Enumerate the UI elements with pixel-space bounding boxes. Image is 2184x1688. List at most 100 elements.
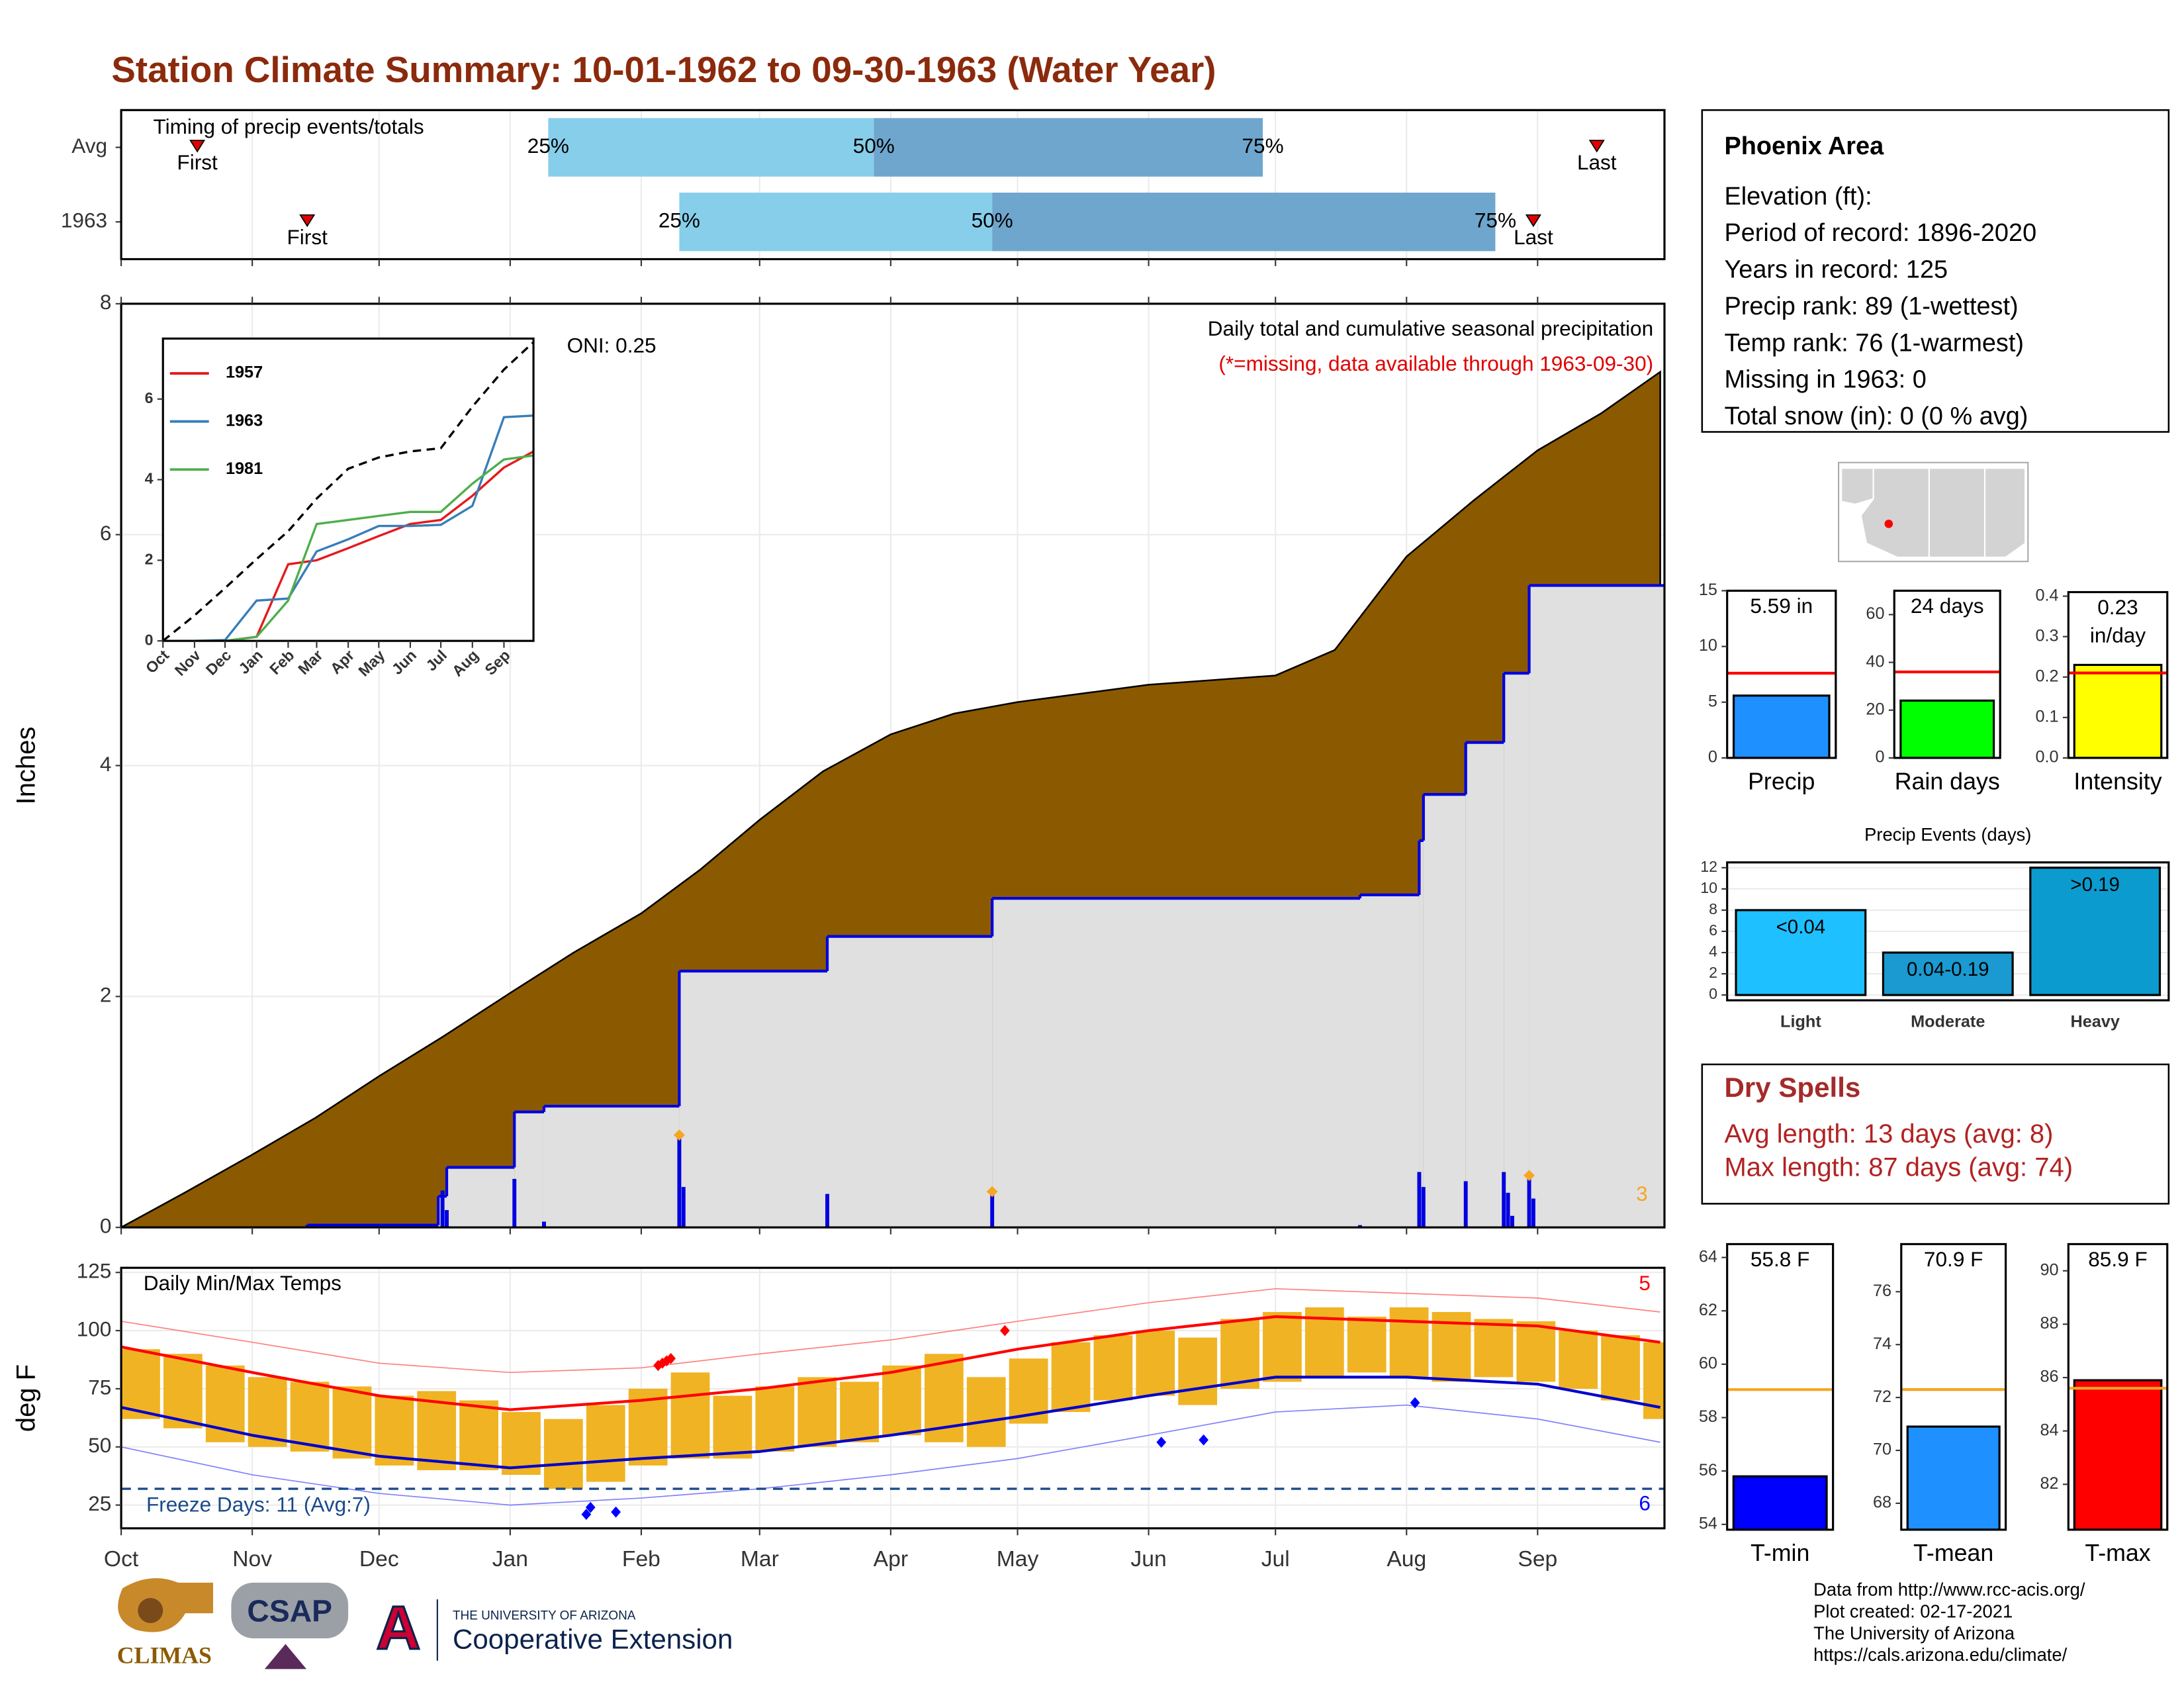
dry-spells-line: Avg length: 13 days (avg: 8) (1724, 1119, 2053, 1149)
climas-logo-dot (138, 1598, 163, 1623)
quartile-label: 75% (1475, 209, 1516, 232)
daily-range-bar (797, 1377, 837, 1447)
daily-range-bar (502, 1412, 541, 1475)
daily-bar (990, 1192, 995, 1228)
y-tick-label: 0 (145, 631, 154, 648)
x-tick-label: Heavy (2070, 1012, 2119, 1031)
record-count: 6 (1639, 1491, 1651, 1515)
y-tick-label: 0 (1709, 985, 1717, 1002)
chart-note: (*=missing, data available through 1963-… (1218, 352, 1653, 375)
plot-frame (2067, 590, 2169, 759)
plot-frame (120, 109, 1666, 261)
daily-bar (1527, 1175, 1531, 1228)
bar (1732, 694, 1831, 758)
series-line (163, 454, 534, 641)
value-label-box: 5.59 in (1750, 594, 1813, 619)
daily-range-bar (966, 1377, 1006, 1447)
cumulative-fill (1359, 894, 1420, 1228)
y-tick-label: 0 (100, 1214, 112, 1238)
y-tick-label: 62 (1699, 1301, 1717, 1319)
quartile-label: 75% (1242, 134, 1283, 158)
record-min-line (121, 1404, 1661, 1506)
bar (1732, 1475, 1828, 1530)
daily-bar (542, 1221, 546, 1228)
bar (1882, 951, 2014, 996)
daily-range-bar (670, 1372, 710, 1459)
event-label: Last (1577, 150, 1617, 174)
daily-range-bar (163, 1354, 203, 1429)
y-tick-label: 50 (88, 1433, 111, 1457)
series-line (163, 450, 534, 641)
daily-bar (677, 1135, 682, 1228)
value-label: 55.8 F (1750, 1248, 1810, 1272)
daily-bar (1510, 1215, 1514, 1228)
dry-spells-box (1701, 1063, 2170, 1205)
y-tick-label: 6 (145, 389, 154, 406)
value-label-box: 55.8 F (1750, 1248, 1810, 1272)
daily-range-bar (375, 1395, 414, 1466)
climas-text: CLIMAS (117, 1642, 212, 1669)
y-tick-label: 58 (1699, 1407, 1717, 1426)
quartile-label: 50% (853, 134, 895, 158)
daily-bar (1502, 1172, 1506, 1228)
daily-range-bar (1474, 1319, 1514, 1378)
daily-range-bar (882, 1365, 921, 1436)
bar (1735, 909, 1867, 996)
plot-frame (1726, 1243, 1835, 1531)
map-state (1841, 467, 1874, 505)
y-tick-label: 15 (1699, 581, 1717, 599)
cumulative-fill (1529, 585, 1664, 1228)
quartile-bar-lower (679, 192, 993, 252)
y-tick-label: 0 (1875, 748, 1884, 767)
y-tick-label: 20 (1866, 700, 1884, 718)
record-marker (611, 1506, 621, 1518)
daily-range-bar (1347, 1317, 1387, 1373)
bar (1899, 699, 1995, 758)
daily-bar (1421, 1187, 1426, 1228)
y-tick-label: 12 (1700, 858, 1717, 875)
annotation: Timing of precip events/totals (154, 115, 424, 138)
x-tick-label: May (997, 1547, 1039, 1571)
y-tick-label: 75 (88, 1375, 111, 1399)
event-label: First (287, 225, 328, 249)
x-tick-label: Rain days (1895, 768, 2000, 794)
y-tick-label: 8 (1709, 900, 1717, 917)
cumulative-fill (1423, 794, 1466, 1228)
y-tick-label: 54 (1699, 1514, 1717, 1532)
daily-bar (825, 1194, 829, 1228)
page-title: Station Climate Summary: 10-01-1962 to 0… (111, 49, 1216, 90)
cumulative-fill (827, 936, 993, 1228)
bin-label: >0.19 (2070, 874, 2120, 896)
credit-line: Data from http://www.rcc-acis.org/ (1813, 1579, 2085, 1600)
plot-area (121, 370, 1664, 1228)
value-label-box: 85.9 F (2088, 1248, 2148, 1272)
y-tick-label: 88 (2040, 1314, 2058, 1333)
x-tick-label: T-mean (1913, 1540, 1993, 1566)
locator-map (1838, 461, 2029, 563)
legend-label: 1957 (226, 363, 263, 382)
value-label: 5.59 in (1750, 594, 1813, 619)
logos: CLIMAS CSAP A THE UNIVERSITY OF ARIZONA … (117, 1578, 733, 1669)
daily-range-bar (840, 1382, 879, 1442)
plot-area (1906, 1425, 2001, 1530)
record-marker (1410, 1397, 1420, 1409)
x-tick-label: Apr (874, 1547, 908, 1571)
y-tick-label: 74 (1873, 1335, 1891, 1353)
credit-line: Plot created: 02-17-2021 (1813, 1601, 2013, 1622)
daily-range-bar (1220, 1319, 1259, 1389)
plot-area (121, 1288, 1664, 1521)
plot-frame (1893, 589, 2001, 759)
daily-range-bar (1559, 1331, 1598, 1389)
cumulative-fill (1419, 840, 1424, 1228)
x-tick-label: Aug (1387, 1547, 1426, 1571)
x-tick-label: Precip (1748, 768, 1815, 794)
y-tick-label: 4 (1709, 943, 1717, 960)
extension-text: Cooperative Extension (453, 1623, 733, 1654)
y-axis-label: deg F (12, 1364, 41, 1432)
quartile-label: 25% (659, 209, 700, 232)
top-event-marker (986, 1186, 998, 1197)
x-tick-label: Sep (1518, 1547, 1557, 1571)
x-tick-label: T-min (1751, 1540, 1809, 1566)
